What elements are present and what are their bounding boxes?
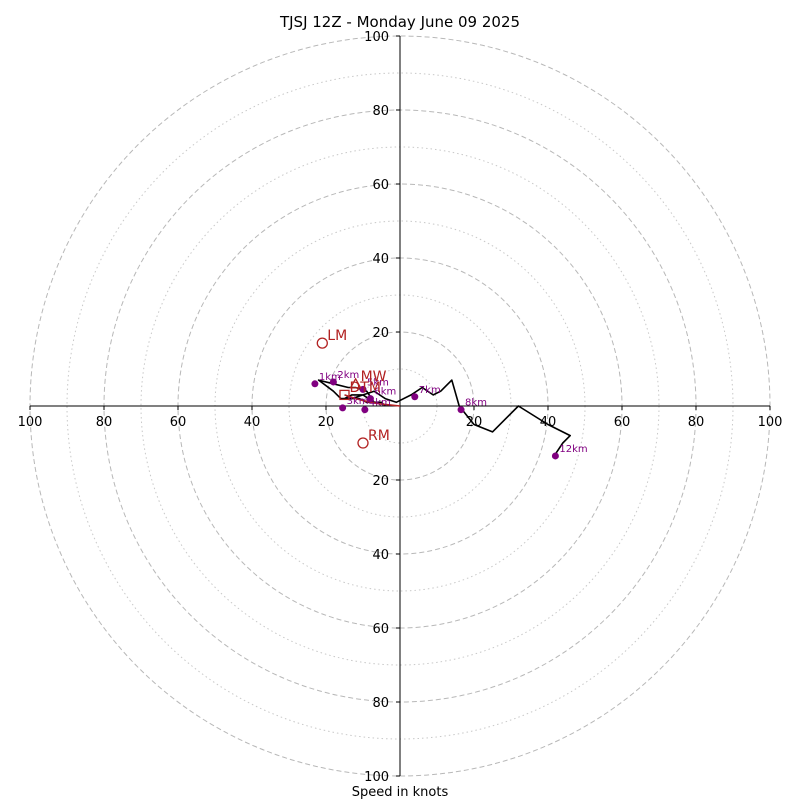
marker-label-MW: MW [361, 369, 387, 385]
height-marker-1km [311, 380, 319, 388]
height-label-8km: 8km [465, 398, 487, 409]
height-label-1km: 1km [319, 372, 341, 383]
height-label-6km: 6km [374, 387, 396, 398]
x-axis-label: Speed in knots [352, 785, 449, 800]
height-marker-4km [361, 406, 369, 414]
height-marker-7km [411, 393, 419, 401]
height-marker-6km [366, 395, 374, 403]
height-marker-3km [339, 404, 347, 412]
y-tick-label: 20 [372, 474, 389, 489]
height-label-2km: 2km [337, 370, 359, 381]
y-tick-label: 40 [372, 548, 389, 563]
y-tick-labels: 100 80 60 40 20 20 40 60 80 100 [364, 30, 389, 785]
y-tick-label: 80 [372, 104, 389, 119]
x-tick-label: 100 [758, 415, 783, 430]
x-tick-label: 100 [18, 415, 43, 430]
y-tick-label: 100 [364, 30, 389, 45]
shear-vector-line [344, 394, 401, 407]
x-tick-label: 80 [96, 415, 113, 430]
marker-label-DTM: DTM [350, 380, 381, 396]
height-marker-2km [329, 378, 337, 386]
marker-RM [357, 437, 369, 449]
height-label-7km: 7km [419, 385, 441, 396]
marker-label-RM: RM [368, 428, 390, 444]
marker-LM [316, 337, 328, 349]
height-label-5km: 5km [367, 377, 389, 388]
chart-title: TJSJ 12Z - Monday June 09 2025 [279, 13, 520, 31]
height-marker-8km [457, 406, 465, 414]
x-tick-label: 80 [688, 415, 705, 430]
y-tick-label: 40 [372, 252, 389, 267]
y-tick-label: 20 [372, 326, 389, 341]
height-marker-12km [551, 452, 559, 460]
marker-DTM [339, 389, 350, 401]
height-marker-5km [359, 385, 367, 393]
height-label-3km: 3km [347, 396, 369, 407]
marker-label-LM: LM [327, 328, 347, 344]
y-tick-label: 100 [364, 770, 389, 785]
x-tick-label: 60 [170, 415, 187, 430]
y-tick-label: 80 [372, 696, 389, 711]
x-tick-label: 20 [318, 415, 335, 430]
height-label-12km: 12km [559, 444, 587, 455]
height-label-4km: 4km [369, 398, 391, 409]
marker-MW [349, 377, 362, 389]
x-tick-label: 40 [244, 415, 261, 430]
x-tick-label: 60 [614, 415, 631, 430]
shear-vector [344, 394, 401, 407]
y-tick-label: 60 [372, 622, 389, 637]
y-tick-label: 60 [372, 178, 389, 193]
